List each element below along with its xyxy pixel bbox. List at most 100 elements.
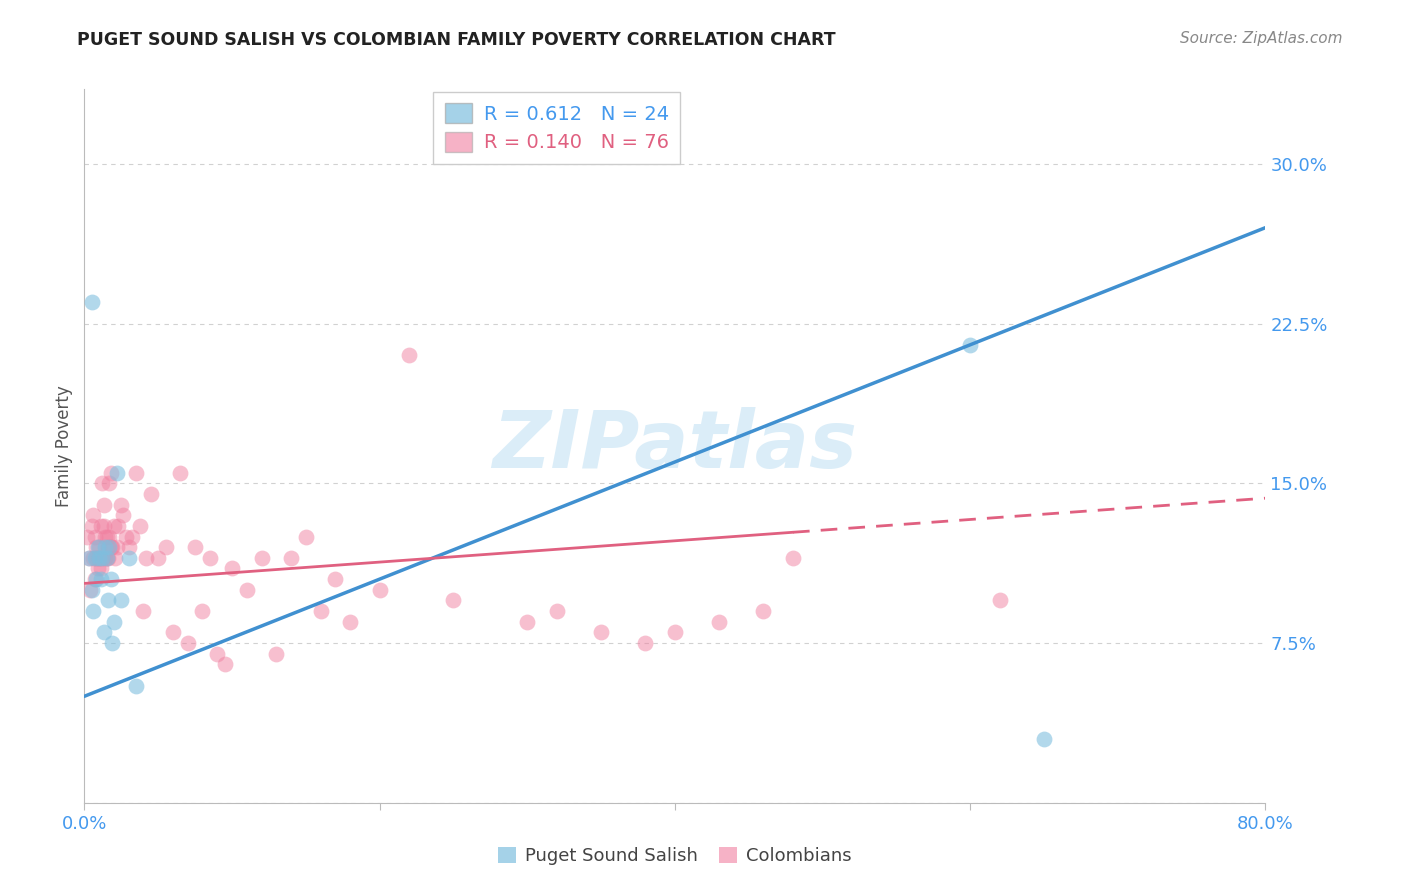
Point <box>398 349 420 363</box>
Text: Source: ZipAtlas.com: Source: ZipAtlas.com <box>1180 31 1343 46</box>
Point <box>93 519 115 533</box>
Point <box>105 466 128 480</box>
Point <box>77 550 100 565</box>
Legend: Puget Sound Salish, Colombians: Puget Sound Salish, Colombians <box>491 839 859 872</box>
Point <box>139 487 162 501</box>
Point <box>100 572 122 586</box>
Point <box>782 550 804 565</box>
Point <box>114 529 136 543</box>
Point <box>266 647 288 661</box>
Point <box>90 519 112 533</box>
Text: ZIPatlas: ZIPatlas <box>492 407 858 485</box>
Point <box>207 647 229 661</box>
Y-axis label: Family Poverty: Family Poverty <box>55 385 73 507</box>
Point <box>110 593 132 607</box>
Point <box>94 529 117 543</box>
Point <box>368 582 391 597</box>
Point <box>155 540 177 554</box>
Point <box>516 615 538 629</box>
Point <box>1033 731 1056 746</box>
Point <box>86 540 108 554</box>
Point <box>82 604 104 618</box>
Point <box>177 636 200 650</box>
Point <box>96 550 118 565</box>
Point <box>280 550 302 565</box>
Point <box>959 338 981 352</box>
Point <box>82 550 104 565</box>
Point <box>221 561 243 575</box>
Point <box>121 529 143 543</box>
Point <box>77 550 100 565</box>
Point <box>83 550 105 565</box>
Point <box>132 604 155 618</box>
Point <box>94 540 117 554</box>
Point <box>94 550 117 565</box>
Point <box>250 550 273 565</box>
Point <box>84 540 107 554</box>
Point <box>198 550 221 565</box>
Point <box>634 636 657 650</box>
Point <box>76 529 98 543</box>
Point <box>87 540 111 554</box>
Point <box>80 295 103 310</box>
Point <box>84 550 107 565</box>
Point <box>125 679 148 693</box>
Point <box>93 498 115 512</box>
Point <box>87 550 111 565</box>
Point <box>86 561 108 575</box>
Point <box>148 550 170 565</box>
Point <box>664 625 686 640</box>
Point <box>91 550 114 565</box>
Point <box>96 550 118 565</box>
Point <box>90 572 112 586</box>
Point <box>100 540 122 554</box>
Point <box>97 593 120 607</box>
Point <box>97 540 120 554</box>
Point <box>91 476 114 491</box>
Point <box>83 529 105 543</box>
Point <box>184 540 207 554</box>
Point <box>107 519 129 533</box>
Point <box>135 550 157 565</box>
Point <box>103 615 125 629</box>
Point <box>162 625 184 640</box>
Point <box>546 604 568 618</box>
Point <box>118 540 141 554</box>
Point <box>709 615 731 629</box>
Point <box>100 466 122 480</box>
Point <box>309 604 332 618</box>
Point <box>988 593 1011 607</box>
Point <box>103 519 125 533</box>
Point <box>96 529 118 543</box>
Point <box>129 519 152 533</box>
Point <box>591 625 613 640</box>
Point <box>236 582 259 597</box>
Point <box>98 540 121 554</box>
Point <box>214 657 236 672</box>
Point <box>84 572 107 586</box>
Point <box>325 572 347 586</box>
Point <box>82 508 104 523</box>
Point <box>125 466 148 480</box>
Point <box>97 550 120 565</box>
Point <box>339 615 361 629</box>
Point <box>101 636 124 650</box>
Point <box>90 561 112 575</box>
Point <box>91 550 114 565</box>
Point <box>105 540 128 554</box>
Point <box>93 625 115 640</box>
Point <box>443 593 465 607</box>
Point <box>80 519 103 533</box>
Point <box>79 582 101 597</box>
Point <box>104 550 127 565</box>
Point <box>118 550 141 565</box>
Point <box>111 508 134 523</box>
Point <box>98 529 121 543</box>
Point <box>83 572 105 586</box>
Point <box>98 476 121 491</box>
Point <box>191 604 214 618</box>
Point <box>110 498 132 512</box>
Point <box>101 540 124 554</box>
Text: PUGET SOUND SALISH VS COLOMBIAN FAMILY POVERTY CORRELATION CHART: PUGET SOUND SALISH VS COLOMBIAN FAMILY P… <box>77 31 837 49</box>
Point <box>752 604 775 618</box>
